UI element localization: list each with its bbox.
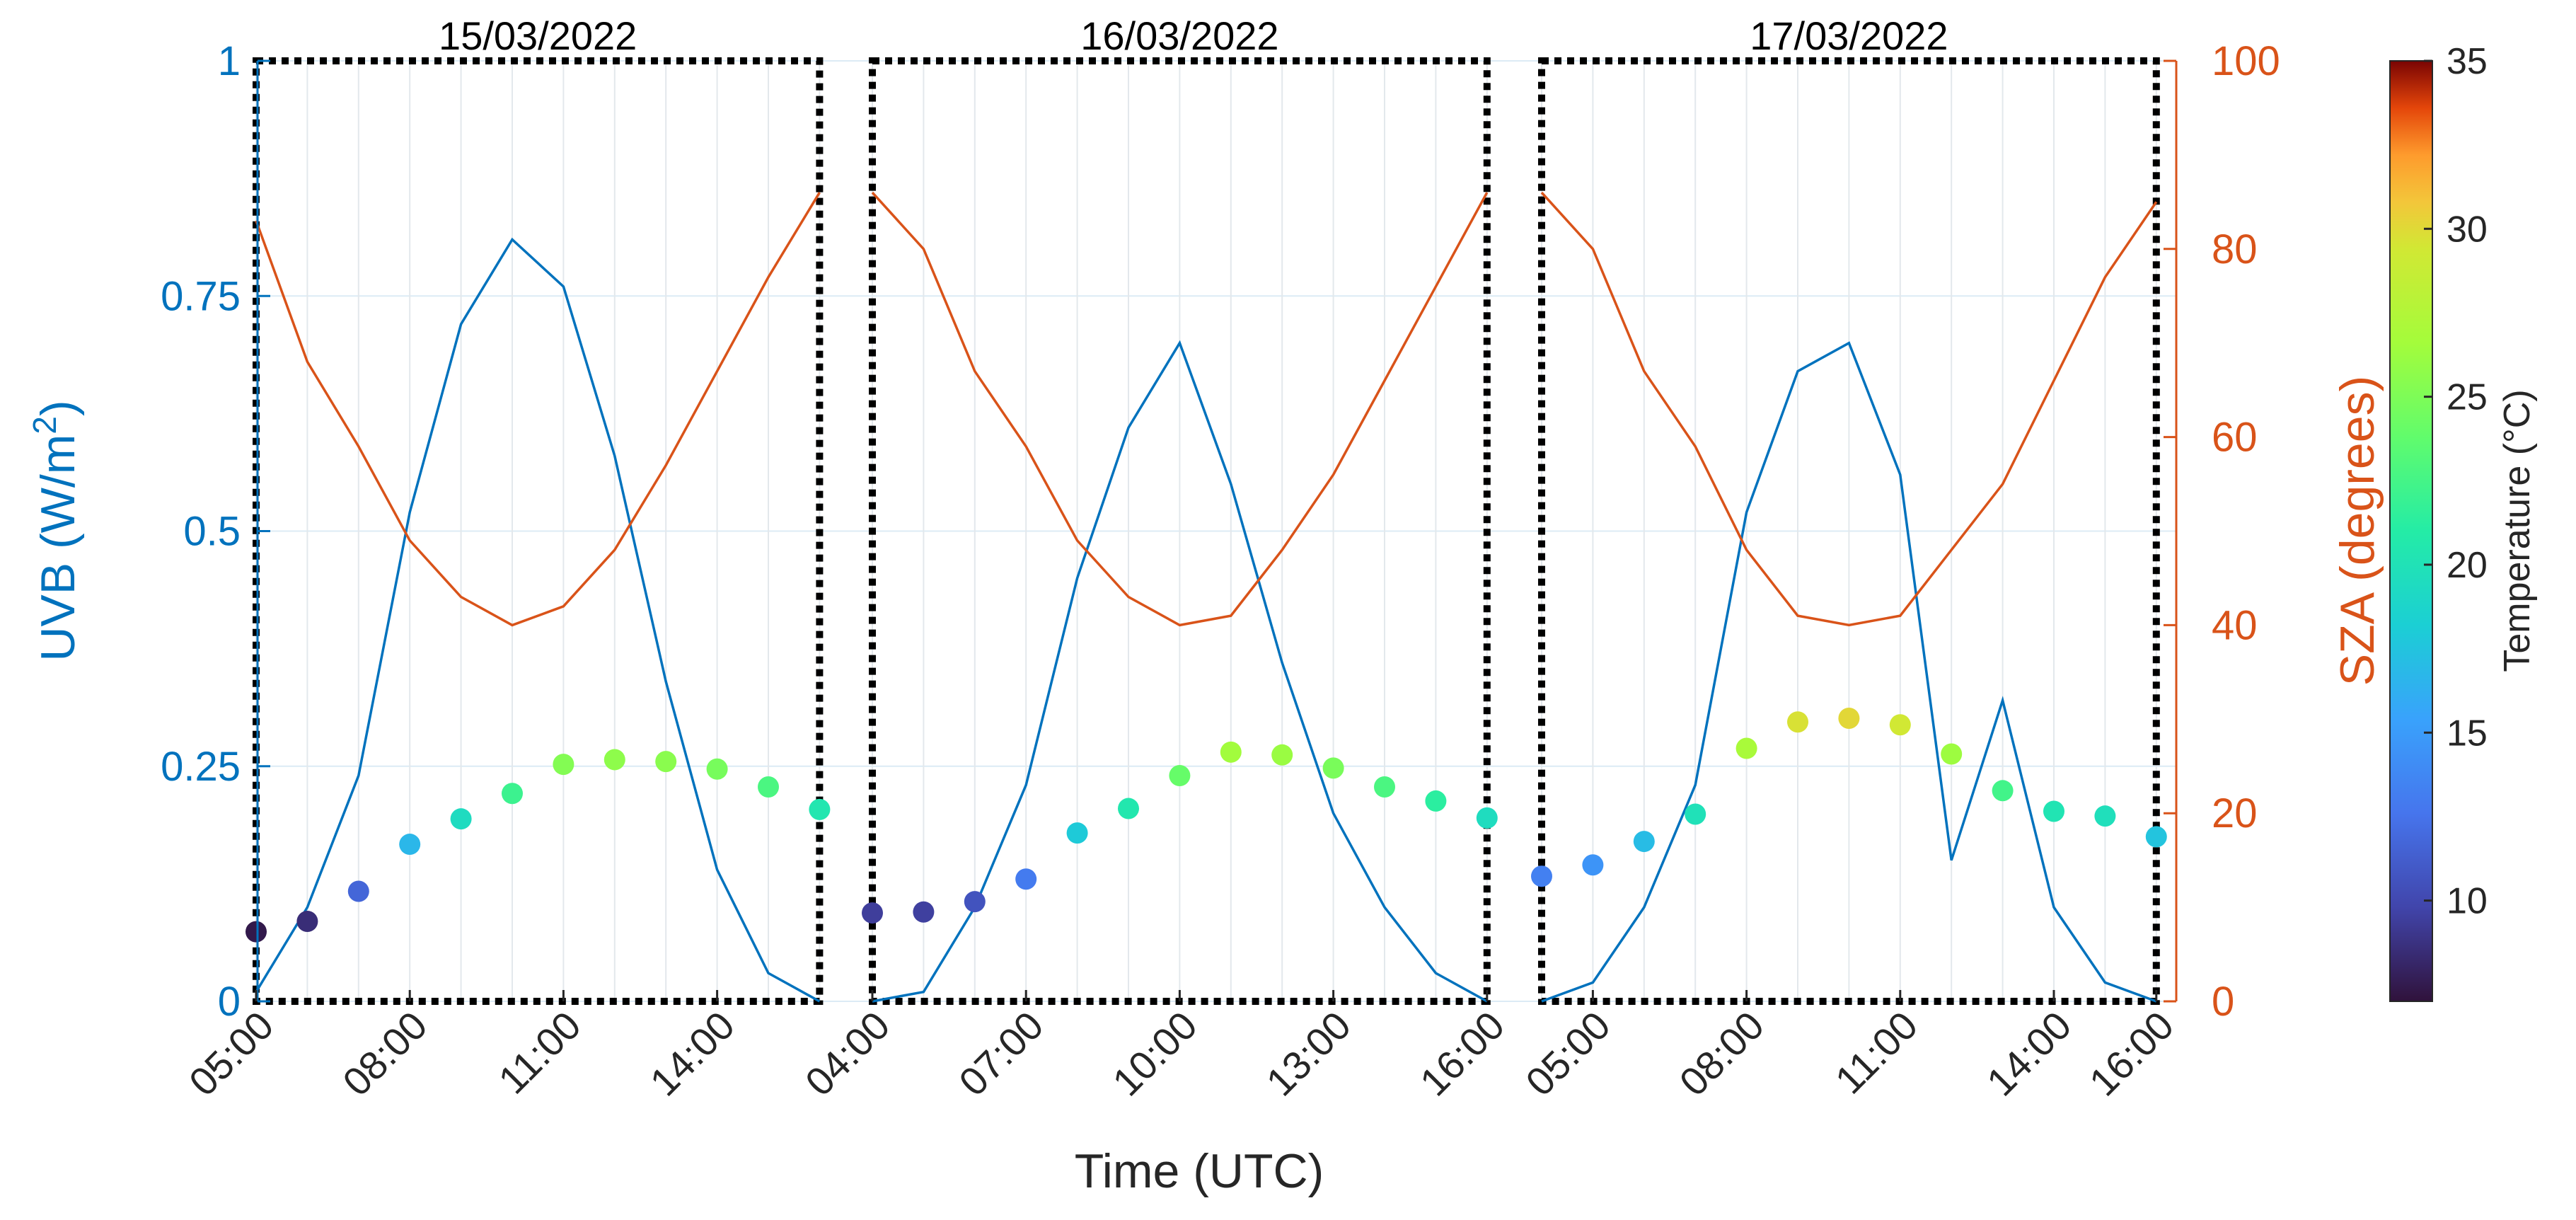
x-tick-label: 11:00 (490, 1003, 589, 1103)
day-label: 16/03/2022 (1080, 13, 1278, 58)
x-axis-label: Time (UTC) (1075, 1144, 1324, 1198)
temperature-point (553, 754, 574, 776)
temperature-point (964, 891, 986, 913)
colorbar-label: Temperature (°C) (2497, 389, 2538, 672)
uvb-line (1541, 341, 2157, 1003)
sza-line (871, 191, 1489, 627)
left-tick-label: 0 (218, 979, 241, 1025)
sza-line (255, 192, 821, 627)
temperature-point (1941, 743, 1963, 765)
day-frame (1538, 57, 2160, 1005)
temperature-point (2145, 826, 2167, 848)
colorbar-tick-label: 20 (2447, 545, 2488, 586)
temperature-point (913, 901, 935, 923)
temperature-point (1685, 803, 1706, 825)
temperature-point (758, 776, 779, 798)
colorbar-tick-label: 30 (2447, 209, 2488, 250)
colorbar-tick-label: 35 (2447, 41, 2488, 82)
sza-line (1540, 191, 2158, 627)
temperature-point (1374, 776, 1395, 798)
temperature-point (2043, 800, 2064, 822)
x-tick-label: 10:00 (1104, 1003, 1206, 1105)
colorbar-ticks: 10 15 20 25 30 35 (2424, 41, 2488, 922)
right-tick-label: 60 (2212, 415, 2258, 461)
uvb-line (255, 237, 821, 1003)
temperature-point (809, 798, 831, 820)
temperature-point (347, 880, 369, 902)
day-frames (253, 57, 2160, 1005)
temperature-point (1582, 854, 1604, 876)
left-tick-label: 1 (218, 38, 241, 84)
day-labels: 15/03/2022 16/03/2022 17/03/2022 (439, 13, 1948, 58)
temperature-point (502, 783, 523, 805)
temperature-point (1425, 790, 1447, 812)
day-label: 17/03/2022 (1750, 13, 1948, 58)
right-axis-label: SZA (degrees) (2330, 376, 2384, 686)
temperature-point (655, 751, 677, 773)
left-tick-label: 0.25 (161, 744, 241, 790)
temperature-point (1169, 765, 1191, 787)
colorbar-tick-label: 15 (2447, 713, 2488, 754)
temperature-point (1633, 831, 1655, 853)
right-tick-label: 80 (2212, 226, 2258, 272)
temperature-point (1322, 757, 1344, 779)
day-frame (253, 57, 824, 1005)
temperature-point (1889, 714, 1911, 736)
temperature-point (1838, 707, 1860, 729)
colorbar (2389, 60, 2433, 1002)
x-tick-label: 13:00 (1257, 1003, 1359, 1105)
day-label: 15/03/2022 (439, 13, 637, 58)
right-tick-label: 100 (2212, 38, 2280, 84)
x-tick-label: 14:00 (641, 1003, 743, 1105)
left-axis-label: UVB (W/m2) (26, 400, 85, 661)
x-tick-label: 05:00 (1517, 1003, 1619, 1105)
colorbar-tick-label: 25 (2447, 377, 2488, 418)
gridlines (255, 60, 2176, 1002)
x-tick-label: 04:00 (797, 1003, 899, 1105)
x-tick-label: 16:00 (2081, 1003, 2183, 1105)
temperature-point (1787, 711, 1808, 733)
x-tick-label: 07:00 (950, 1003, 1052, 1105)
temperature-point (2094, 805, 2116, 827)
temperature-point (603, 749, 625, 771)
temperature-point (1118, 798, 1139, 819)
x-tick-label: 16:00 (1411, 1003, 1513, 1105)
temperature-point (1992, 780, 2014, 802)
x-tick-label: 08:00 (1670, 1003, 1772, 1105)
temperature-point (246, 921, 267, 943)
temperature-point (1531, 865, 1552, 887)
temperature-point (1735, 737, 1757, 759)
colorbar-tick-label: 10 (2447, 881, 2488, 922)
temperature-point (1066, 822, 1088, 844)
temperature-point (1271, 744, 1293, 766)
temperature-point (399, 834, 421, 856)
temperature-point (1015, 868, 1037, 890)
right-tick-label: 0 (2212, 979, 2234, 1025)
right-tick-label: 40 (2212, 602, 2258, 648)
temperature-point (1476, 807, 1498, 829)
temperature-point (450, 808, 472, 830)
temperature-point (296, 911, 318, 933)
temperature-point (706, 758, 728, 780)
x-tick-label: 08:00 (334, 1003, 436, 1105)
temperature-point (1220, 741, 1242, 763)
x-tick-label: 14:00 (1978, 1003, 2080, 1105)
right-tick-label: 20 (2212, 790, 2258, 836)
series-group (246, 191, 2167, 1003)
x-tick-label: 11:00 (1827, 1003, 1927, 1103)
left-tick-label: 0.5 (183, 509, 241, 555)
left-tick-label: 0.75 (161, 273, 241, 319)
temperature-point (862, 902, 883, 924)
